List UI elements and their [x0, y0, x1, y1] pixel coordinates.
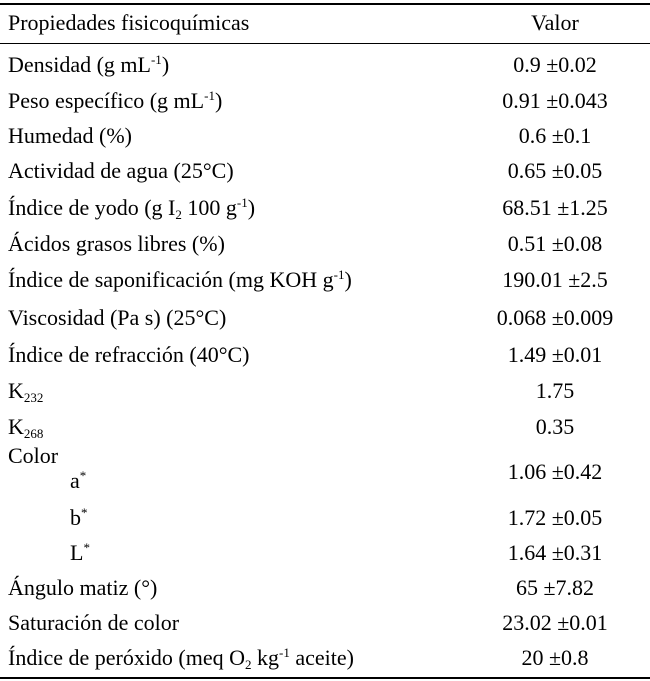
table-row-value: 190.01 ±2.5 — [502, 267, 608, 292]
header-value: Valor — [531, 10, 579, 35]
table-top-rule — [0, 3, 650, 5]
table-row-value: 65 ±7.82 — [515, 575, 595, 600]
table-row-label: Índice de saponificación (mg KOH g-1) — [8, 267, 352, 292]
table-row-label: Saturación de color — [8, 610, 180, 635]
table-row-value: 0.068 ±0.009 — [496, 305, 614, 330]
table-row-label: Ácidos grasos libres (%) — [8, 231, 225, 256]
table-row-value: 0.9 ±0.02 — [513, 52, 597, 77]
table-header-rule — [0, 43, 650, 44]
table-row-label: K232 — [8, 378, 44, 405]
table-row-label: Peso específico (g mL-1) — [8, 88, 223, 113]
table-row-value: 1.64 ±0.31 — [507, 540, 603, 565]
table-row-value: 0.65 ±0.05 — [507, 158, 603, 183]
table-row-value: 1.75 — [535, 378, 575, 403]
table-row-label: K268 — [8, 414, 44, 441]
table-row-value: 1.72 ±0.05 — [507, 505, 603, 530]
table-row-label: Densidad (g mL-1) — [8, 52, 170, 77]
table-bottom-rule — [0, 677, 650, 679]
table-row-label: Viscosidad (Pa s) (25°C) — [8, 305, 227, 330]
table-row-value: 23.02 ±0.01 — [502, 610, 608, 635]
table-row-label: Actividad de agua (25°C) — [8, 158, 234, 183]
header-property: Propiedades fisicoquímicas — [8, 10, 250, 35]
table-row-label: L* — [70, 540, 90, 565]
table-row-value: 20 ±0.8 — [521, 645, 589, 670]
table-row-value: 1.06 ±0.42 — [507, 459, 603, 484]
table-group-label: Color — [8, 443, 59, 468]
table-row-label: a* — [70, 468, 87, 493]
table-row-label: Índice de peróxido (meq O2 kg-1 aceite) — [8, 645, 354, 672]
table-row-value: 1.49 ±0.01 — [507, 342, 603, 367]
table-row-value: 0.6 ±0.1 — [518, 123, 592, 148]
table-row-label: b* — [70, 505, 88, 530]
table-row-label: Ángulo matiz (°) — [8, 575, 158, 600]
table-row-label: Índice de refracción (40°C) — [8, 342, 250, 367]
table-row-value: 0.91 ±0.043 — [502, 88, 608, 113]
table-row-value: 0.35 — [535, 414, 575, 439]
table-row-label: Humedad (%) — [8, 123, 133, 148]
table-row-value: 0.51 ±0.08 — [507, 231, 603, 256]
table-row-value: 68.51 ±1.25 — [502, 195, 608, 220]
table-row-label: Índice de yodo (g I2 100 g-1) — [8, 195, 256, 222]
